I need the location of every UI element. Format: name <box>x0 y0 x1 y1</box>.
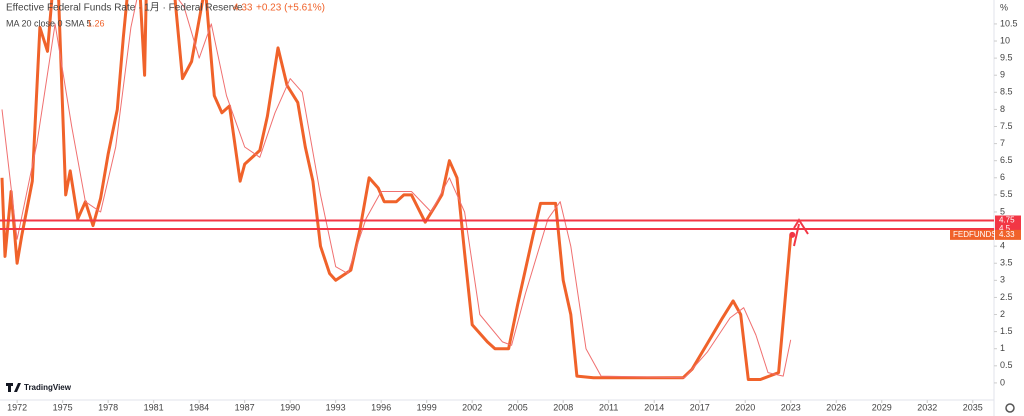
x-tick-label: 1996 <box>371 402 391 412</box>
x-tick-label: 2023 <box>781 402 801 412</box>
y-tick-label: 5.5 <box>1000 189 1013 199</box>
x-tick-label: 2029 <box>872 402 892 412</box>
y-tick-label: 10.5 <box>1000 18 1018 28</box>
x-tick-label: 1972 <box>7 402 27 412</box>
settings-icon[interactable] <box>1005 403 1015 413</box>
change: +0.23 (+5.61%) <box>256 3 325 14</box>
x-tick-label: 2011 <box>599 402 618 412</box>
y-tick-label: 8.5 <box>1000 87 1013 97</box>
brand-name: TradingView <box>24 383 72 392</box>
x-tick-label: 1987 <box>235 402 255 412</box>
y-tick-label: 3 <box>1000 275 1005 285</box>
y-tick-label: 4 <box>1000 241 1005 251</box>
y-tick-label: 1.5 <box>1000 326 1013 336</box>
level-label: 4.5 <box>999 224 1011 233</box>
y-tick-label: 8 <box>1000 104 1005 114</box>
arrow-annotation <box>793 218 809 247</box>
brand-logo <box>6 383 21 392</box>
x-tick-label: 2005 <box>508 402 528 412</box>
y-tick-label: 10 <box>1000 35 1010 45</box>
x-tick-label: 2026 <box>826 402 846 412</box>
x-tick-label: 2008 <box>553 402 573 412</box>
x-tick-label: 1981 <box>144 402 164 412</box>
x-tick-label: 1978 <box>98 402 118 412</box>
level-label-box <box>995 215 1021 226</box>
y-tick-label: 6.5 <box>1000 155 1013 165</box>
indicator: MA 20 close 0 SMA 5 <box>6 18 92 28</box>
series-line <box>0 0 794 381</box>
y-tick-label: 0.5 <box>1000 360 1013 370</box>
level-label-box <box>995 224 1021 235</box>
brand: TradingView <box>6 383 72 392</box>
y-tick-label: 6 <box>1000 172 1005 182</box>
y-tick-label: 0 <box>1000 377 1005 387</box>
level-label: 4.75 <box>999 216 1015 225</box>
plot-area <box>0 0 794 381</box>
y-tick-label: 7.5 <box>1000 121 1013 131</box>
series-line <box>1 0 792 379</box>
last-point <box>789 231 796 238</box>
symbol-label: FEDFUNDS <box>953 230 997 239</box>
x-tick-label: 2002 <box>462 402 482 412</box>
symbol-label-box <box>950 229 994 240</box>
y-tick-label: 1 <box>1000 343 1005 353</box>
y-tick-label: 3.5 <box>1000 258 1013 268</box>
y-tick-label: 9.5 <box>1000 52 1013 62</box>
settings-gear[interactable] <box>1005 403 1015 413</box>
header: Effective Federal Funds Rate · 1月 · Fede… <box>6 2 325 29</box>
x-tick-label: 2032 <box>917 402 937 412</box>
x-tick-label: 1990 <box>280 402 300 412</box>
x-tick-label: 1984 <box>189 402 209 412</box>
x-tick-label: 2035 <box>963 402 983 412</box>
last-value-box <box>995 229 1021 240</box>
y-tick-label: 2 <box>1000 309 1005 319</box>
title: Effective Federal Funds Rate · 1月 · Fede… <box>6 2 243 14</box>
x-tick-label: 2017 <box>690 402 710 412</box>
x-tick-label: 2014 <box>644 402 664 412</box>
x-tick-label: 1999 <box>417 402 437 412</box>
y-unit: % <box>1000 2 1008 12</box>
last-value-label: 4.33 <box>999 230 1015 239</box>
indicator-value: 1.26 <box>87 18 105 28</box>
x-tick-label: 2020 <box>735 402 755 412</box>
y-tick-label: 9 <box>1000 70 1005 80</box>
last-value: 4.33 <box>233 3 253 14</box>
x-tick-label: 1993 <box>326 402 346 412</box>
x-tick-label: 1975 <box>53 402 73 412</box>
overlay <box>793 218 809 247</box>
y-tick-label: 7 <box>1000 138 1005 148</box>
y-tick-label: 5 <box>1000 206 1005 216</box>
y-tick-label: 2.5 <box>1000 292 1013 302</box>
